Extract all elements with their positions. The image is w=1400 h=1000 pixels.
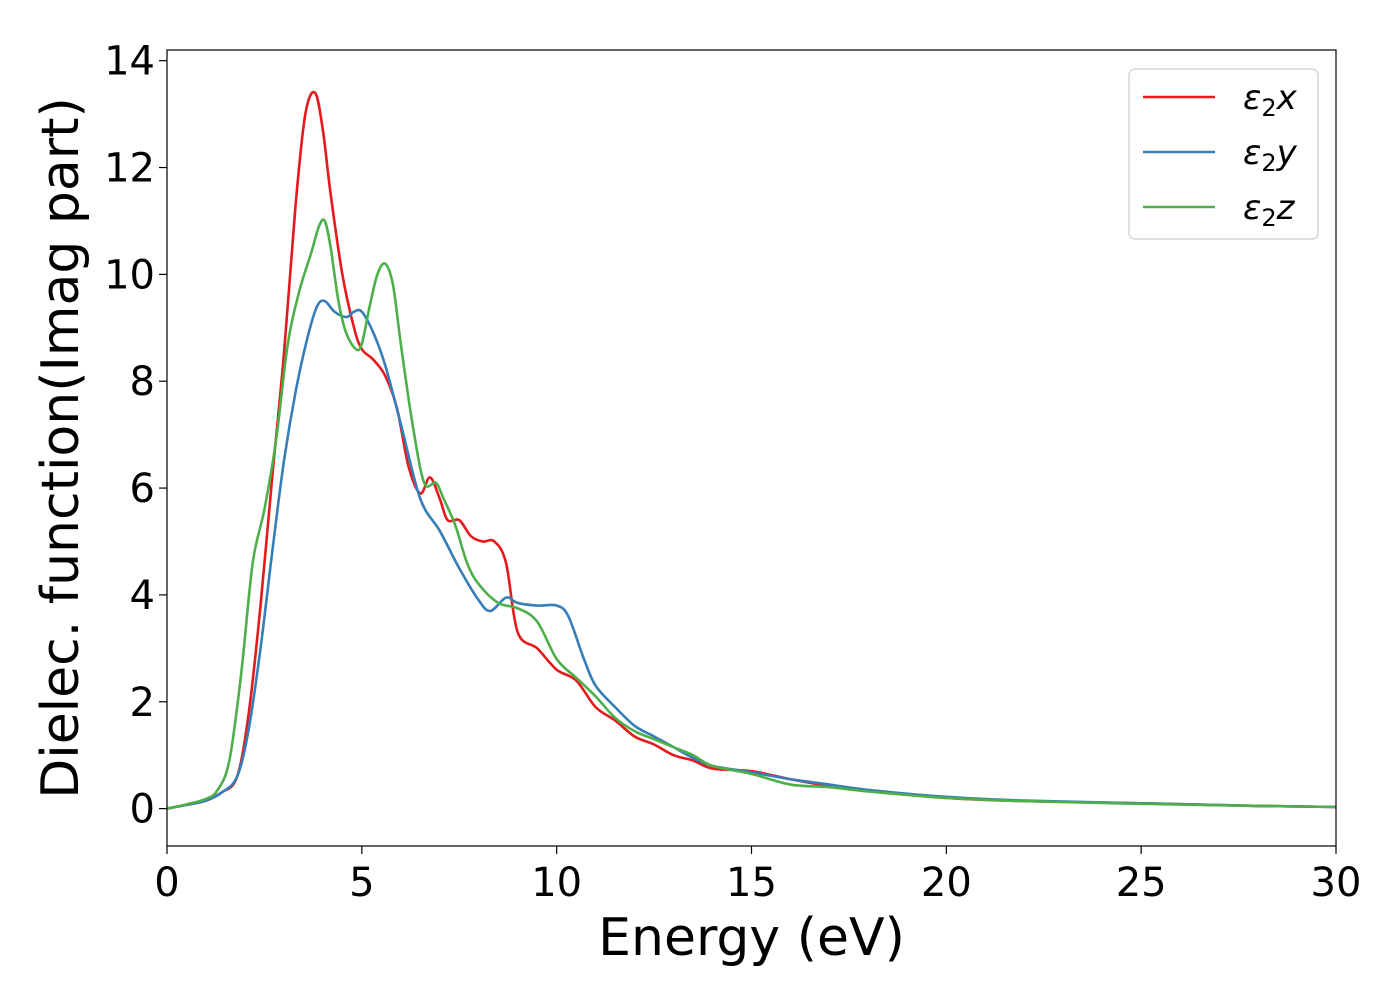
legend-box (1128, 68, 1319, 240)
y-tick-label: 0 (130, 787, 155, 833)
x-tick-label: 0 (154, 860, 179, 906)
y-axis: 0 2 4 6 8 10 12 14 (104, 39, 167, 833)
y-tick-label: 8 (130, 359, 155, 405)
y-tick-label: 14 (104, 39, 155, 85)
legend-label-z: ε2z (1243, 188, 1296, 232)
series-line-y (167, 299, 1336, 810)
x-tick-label: 15 (726, 860, 777, 906)
x-tick-label: 20 (921, 860, 972, 906)
x-tick-label: 10 (531, 860, 582, 906)
x-axis-title: Energy (eV) (598, 908, 905, 968)
legend-label-x: ε2x (1243, 78, 1298, 122)
y-tick-label: 4 (130, 573, 155, 619)
y-tick-label: 10 (104, 252, 155, 298)
y-tick-label: 12 (104, 146, 155, 192)
y-axis-title: Dielec. function(Imag part) (31, 97, 91, 799)
series-layer (167, 90, 1336, 810)
x-axis: 0 5 10 15 20 25 30 (154, 846, 1361, 906)
legend-label-y: ε2y (1243, 133, 1298, 177)
series-line-z (167, 218, 1336, 810)
y-tick-label: 6 (130, 466, 155, 512)
legend: ε2x ε2y ε2z (1128, 68, 1319, 240)
y-tick-label: 2 (130, 680, 155, 726)
x-tick-label: 30 (1311, 860, 1362, 906)
x-tick-label: 5 (349, 860, 374, 906)
x-tick-label: 25 (1116, 860, 1167, 906)
